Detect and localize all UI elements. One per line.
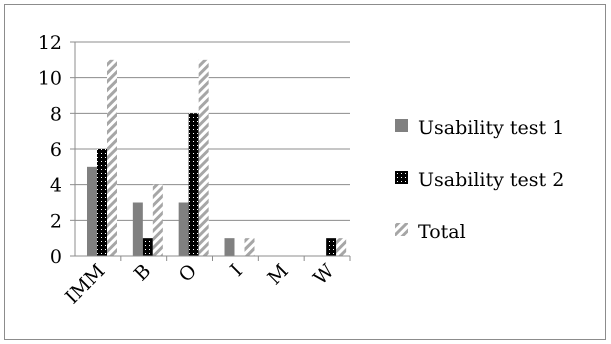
bar-b-series-3: [152, 184, 163, 256]
y-axis-ticks: 0 2 4 6 8 10 12: [38, 32, 62, 268]
y-tick-label: 12: [38, 32, 62, 54]
legend-swatch-series-3: [395, 223, 408, 236]
legend-label-series-2: Usability test 2: [418, 169, 564, 191]
bar-w-series-3: [336, 238, 347, 256]
x-tick-label-b: B: [130, 260, 155, 285]
bar-imm-series-1: [87, 166, 97, 256]
bar-o-series-3: [198, 59, 209, 257]
y-tick-label: 6: [50, 139, 62, 161]
x-axis-ticks: IMM B O I M W: [61, 260, 339, 309]
y-tick-label: 4: [50, 175, 62, 197]
legend-swatch-series-1: [395, 119, 408, 132]
x-tick-label-imm: IMM: [61, 260, 109, 308]
y-tick-label: 0: [50, 246, 62, 268]
y-tick-label: 10: [38, 68, 62, 90]
legend-label-series-3: Total: [418, 221, 466, 243]
x-tick-label-o: O: [175, 260, 202, 287]
bar-b-series-2: [142, 238, 153, 256]
axes: [70, 41, 351, 261]
y-tick-label: 2: [50, 210, 62, 232]
x-tick-label-m: M: [263, 260, 292, 289]
x-tick-label-w: W: [309, 260, 339, 290]
bars: [87, 59, 347, 257]
bar-o-series-1: [178, 202, 189, 256]
y-tick-label: 8: [50, 103, 62, 125]
legend-swatch-series-2: [395, 171, 408, 184]
legend-label-series-1: Usability test 1: [418, 117, 564, 139]
bar-b-series-1: [132, 202, 143, 256]
bar-i-series-1: [224, 238, 235, 256]
bar-imm-series-3: [107, 59, 117, 257]
bar-i-series-3: [244, 238, 255, 256]
bar-imm-series-2: [97, 149, 107, 256]
x-tick-label-i: I: [226, 260, 247, 281]
bar-w-series-2: [326, 238, 337, 256]
legend: Usability test 1 Usability test 2 Total: [395, 117, 564, 243]
bar-o-series-2: [188, 113, 199, 256]
gridlines: [75, 41, 350, 221]
